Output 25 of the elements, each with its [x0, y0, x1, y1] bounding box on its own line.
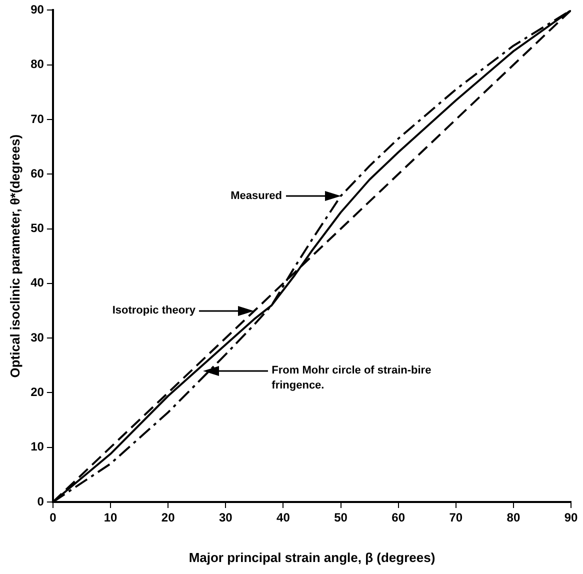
annotation: Isotropic theory: [112, 304, 196, 317]
y-tick-label: 0: [37, 494, 44, 508]
y-tick-label: 50: [30, 221, 44, 236]
y-tick-label: 40: [30, 276, 44, 290]
y-tick-label: 10: [30, 440, 44, 454]
y-tick-label: 20: [30, 385, 44, 400]
x-tick-label: 80: [506, 510, 520, 525]
x-tick-label: 50: [334, 510, 348, 525]
x-axis-title: Major principal strain angle, β (degrees): [188, 550, 436, 565]
y-axis-title: Optical isoclinic parameter, θ*(degrees): [7, 134, 22, 378]
x-tick-label: 40: [276, 510, 290, 525]
annotation: Measured: [230, 190, 282, 202]
annotation: From Mohr circle of strain-bire fringence.: [272, 364, 432, 392]
y-tick-label: 70: [30, 112, 44, 126]
x-tick-label: 90: [564, 510, 578, 525]
y-tick-label: 60: [30, 166, 44, 180]
y-tick-label: 80: [30, 57, 44, 72]
x-tick-label: 60: [392, 510, 406, 525]
x-tick-label: 30: [218, 510, 233, 525]
x-tick-label: 10: [104, 510, 118, 525]
x-tick-label: 70: [449, 510, 463, 525]
x-tick-label: 0: [50, 510, 57, 525]
y-tick-label: 30: [30, 330, 44, 344]
y-tick-label: 90: [30, 2, 44, 17]
x-tick-label: 20: [161, 510, 176, 525]
